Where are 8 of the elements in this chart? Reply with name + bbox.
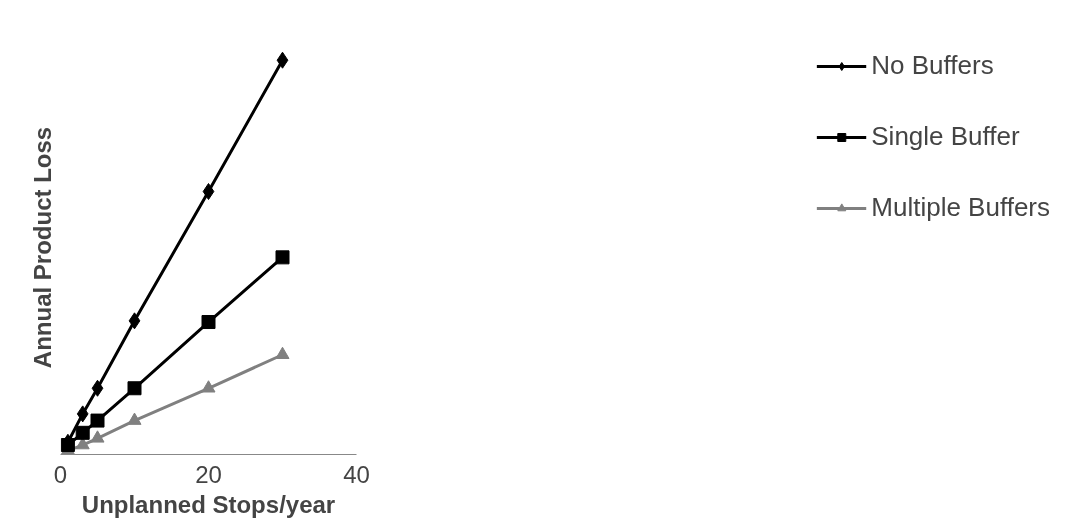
legend-label: Single Buffer: [871, 121, 1020, 152]
x-tick-label: 20: [195, 460, 222, 488]
x-axis-title: Unplanned Stops/year: [81, 490, 336, 518]
y-axis-title: Annual Product Loss: [28, 126, 56, 369]
x-tick-label: 0: [53, 460, 68, 488]
x-tick-label: 40: [343, 460, 370, 488]
legend-label: No Buffers: [871, 50, 994, 81]
legend-label: Multiple Buffers: [871, 192, 1050, 223]
